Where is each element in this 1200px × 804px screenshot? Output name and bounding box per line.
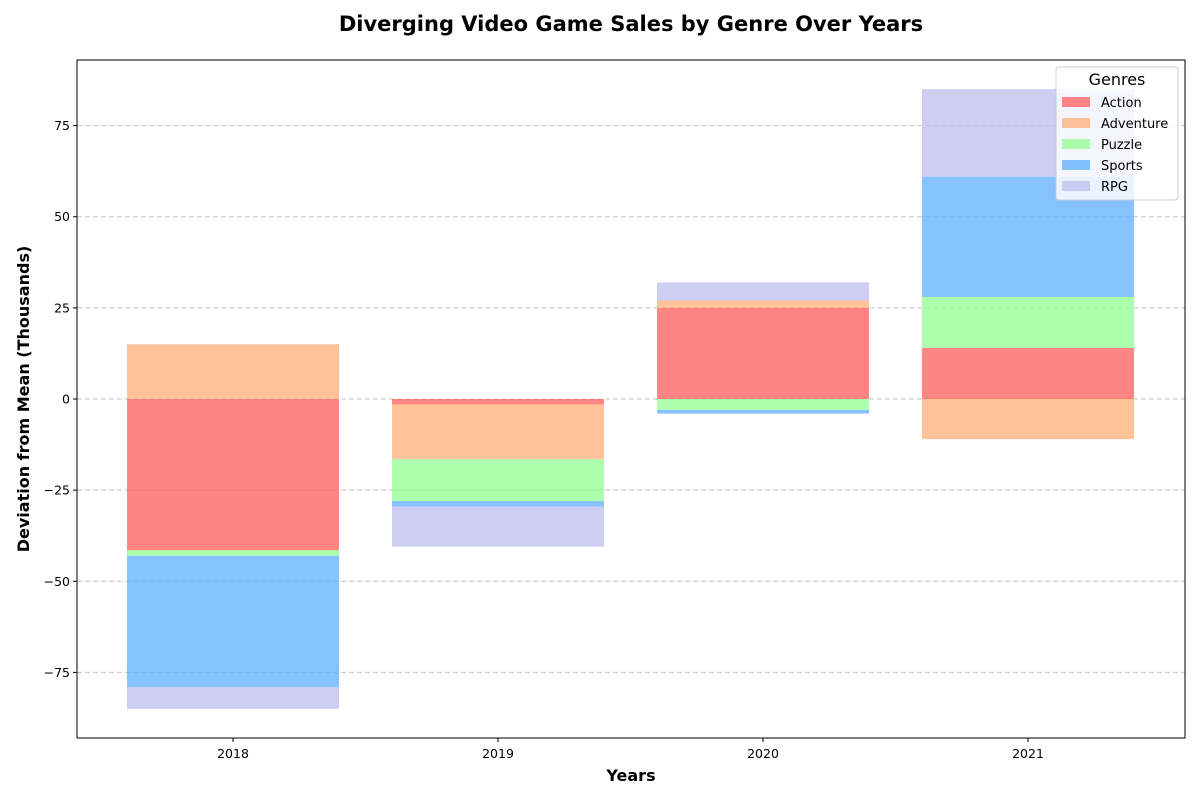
x-tick-label: 2021 — [1012, 746, 1044, 761]
legend-title: Genres — [1089, 70, 1146, 89]
bar-rpg-2020 — [657, 282, 869, 301]
legend-swatch-rpg — [1062, 181, 1090, 191]
legend-label-adventure: Adventure — [1101, 117, 1168, 132]
chart-title: Diverging Video Game Sales by Genre Over… — [339, 12, 923, 36]
x-axis-label: Years — [605, 766, 655, 785]
y-tick-label: 0 — [62, 392, 70, 407]
bar-action-2019 — [392, 399, 604, 405]
bar-sports-2020 — [657, 409, 869, 414]
bar-rpg-2018 — [127, 686, 339, 709]
bar-puzzle-2018 — [127, 550, 339, 556]
bar-action-2020 — [657, 307, 869, 399]
y-axis-label: Deviation from Mean (Thousands) — [14, 246, 33, 553]
legend-swatch-puzzle — [1062, 139, 1090, 149]
bar-layer — [127, 89, 1134, 709]
y-tick-label: −75 — [44, 665, 70, 680]
bar-sports-2019 — [392, 501, 604, 507]
legend: Genres Action Adventure Puzzle Sports RPG — [1055, 66, 1179, 201]
legend-swatch-adventure — [1062, 118, 1090, 128]
bar-puzzle-2020 — [657, 399, 869, 410]
bar-puzzle-2019 — [392, 459, 604, 502]
legend-swatch-action — [1062, 97, 1090, 107]
legend-label-action: Action — [1101, 96, 1142, 111]
tick-layer: −75 −50 −25 0 25 50 75 2018 2019 2020 2021 — [44, 118, 1044, 761]
legend-items: Action Adventure Puzzle Sports RPG — [1062, 96, 1168, 195]
legend-swatch-sports — [1062, 160, 1090, 170]
legend-label-rpg: RPG — [1101, 180, 1128, 195]
bar-action-2018 — [127, 399, 339, 551]
bar-adventure-2020 — [657, 300, 869, 308]
y-tick-label: −50 — [44, 574, 70, 589]
x-tick-label: 2019 — [482, 746, 514, 761]
x-tick-label: 2018 — [217, 746, 249, 761]
legend-label-sports: Sports — [1101, 159, 1143, 174]
bar-adventure-2021 — [922, 399, 1134, 440]
y-tick-label: 25 — [54, 300, 70, 315]
bar-puzzle-2021 — [922, 296, 1134, 348]
bar-adventure-2018 — [127, 344, 339, 399]
y-tick-label: −25 — [44, 483, 70, 498]
y-tick-label: 75 — [54, 118, 70, 133]
y-tick-label: 50 — [54, 209, 70, 224]
bar-sports-2018 — [127, 555, 339, 687]
legend-label-puzzle: Puzzle — [1101, 138, 1142, 153]
x-tick-label: 2020 — [747, 746, 779, 761]
bar-adventure-2019 — [392, 404, 604, 460]
bar-rpg-2019 — [392, 506, 604, 547]
bar-action-2021 — [922, 347, 1134, 399]
